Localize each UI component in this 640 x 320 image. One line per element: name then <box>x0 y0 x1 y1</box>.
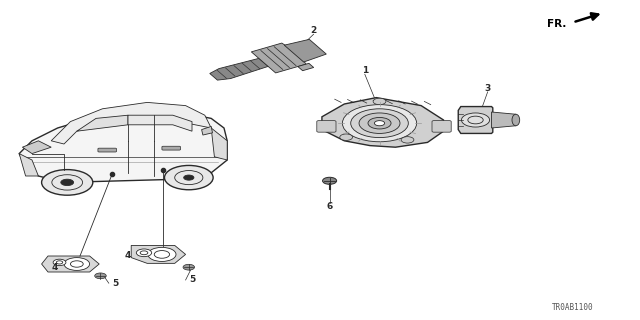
Circle shape <box>323 177 337 184</box>
Polygon shape <box>128 115 192 131</box>
Circle shape <box>368 117 391 129</box>
Polygon shape <box>42 256 99 272</box>
Text: 5: 5 <box>112 279 118 288</box>
Circle shape <box>136 249 152 257</box>
Text: 3: 3 <box>484 84 491 92</box>
Text: 2: 2 <box>310 26 317 35</box>
Polygon shape <box>19 112 227 182</box>
Circle shape <box>184 175 194 180</box>
Circle shape <box>342 105 417 142</box>
Circle shape <box>148 247 176 261</box>
Circle shape <box>64 258 90 270</box>
Circle shape <box>373 98 386 105</box>
Circle shape <box>374 121 385 126</box>
Circle shape <box>401 137 414 143</box>
Polygon shape <box>322 98 444 147</box>
Text: 4: 4 <box>125 252 131 260</box>
Polygon shape <box>22 141 51 154</box>
Polygon shape <box>51 102 211 144</box>
Text: 4: 4 <box>51 263 58 272</box>
FancyBboxPatch shape <box>432 121 451 132</box>
Circle shape <box>61 179 74 186</box>
Polygon shape <box>131 245 186 263</box>
Circle shape <box>164 165 213 190</box>
Text: 1: 1 <box>362 66 368 75</box>
Polygon shape <box>298 63 314 71</box>
Ellipse shape <box>512 114 520 126</box>
Text: 6: 6 <box>326 202 333 211</box>
Text: FR.: FR. <box>547 19 566 29</box>
Circle shape <box>461 113 490 127</box>
Polygon shape <box>210 51 295 80</box>
Polygon shape <box>492 112 516 128</box>
Polygon shape <box>19 154 38 176</box>
Polygon shape <box>252 43 306 73</box>
Text: TR0AB1100: TR0AB1100 <box>552 303 594 312</box>
Polygon shape <box>458 107 493 133</box>
Polygon shape <box>284 39 326 62</box>
Circle shape <box>42 170 93 195</box>
Circle shape <box>95 273 106 279</box>
Polygon shape <box>211 128 227 160</box>
Circle shape <box>183 264 195 270</box>
Circle shape <box>340 134 353 140</box>
Polygon shape <box>77 115 128 131</box>
Circle shape <box>351 109 408 138</box>
FancyBboxPatch shape <box>98 148 116 152</box>
Text: 5: 5 <box>189 276 195 284</box>
Polygon shape <box>202 126 212 135</box>
FancyBboxPatch shape <box>317 121 336 132</box>
FancyBboxPatch shape <box>162 146 180 150</box>
Circle shape <box>359 113 400 133</box>
Circle shape <box>53 259 66 266</box>
